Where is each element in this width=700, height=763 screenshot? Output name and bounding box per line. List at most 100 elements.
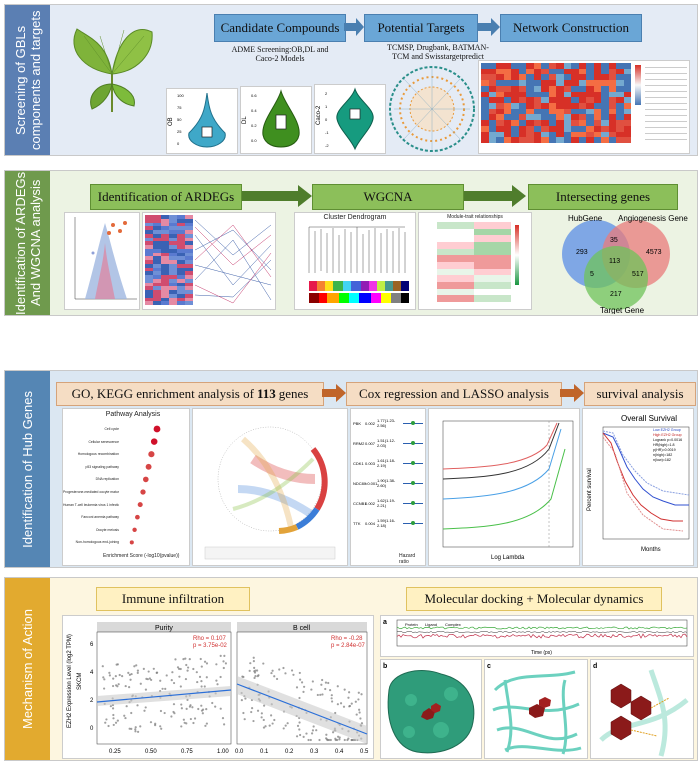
pathway-label: p53 signaling pathway (85, 464, 119, 469)
step-survival: survival analysis (584, 382, 696, 406)
heatmap-cell (541, 80, 549, 86)
scatter-point (312, 725, 315, 728)
heatmap-cell (533, 120, 541, 126)
step-candidate-compounds: Candidate Compounds (214, 14, 346, 42)
heatmap-cell (608, 80, 616, 86)
docking-detail: d (590, 659, 694, 759)
heatmap-cell (511, 108, 519, 115)
heatmap-cell (556, 80, 564, 86)
section-hub-genes: Identification of Hub Genes GO, KEGG enr… (4, 370, 698, 568)
heatmap-cell (185, 215, 193, 219)
scatter-point (178, 675, 181, 678)
scatter-point (200, 665, 203, 668)
heatmap-cell (511, 120, 519, 126)
heatmap-cell (526, 68, 534, 75)
scatter-point (302, 735, 305, 738)
scatter-point (144, 688, 148, 691)
heatmap-cell (503, 120, 511, 126)
scatter-point (180, 725, 183, 728)
scatter-point (357, 698, 360, 701)
heatmap-cell (563, 114, 571, 121)
heatmap-cell (578, 85, 586, 92)
scatter-point (263, 704, 266, 707)
scatter-point (185, 707, 188, 710)
svg-text:50: 50 (177, 117, 182, 122)
pathway-label: Cell cycle (104, 427, 119, 431)
heatmap-cell (161, 245, 169, 249)
scatter-point (139, 682, 142, 685)
scatter-point (170, 715, 173, 718)
scatter-point (201, 712, 204, 715)
heatmap-cell (161, 297, 169, 302)
deg-heatmap (142, 212, 276, 310)
heatmap-cell (578, 114, 586, 121)
scatter-point (204, 724, 207, 727)
section-ardegs-label-bar: Identification of ARDEGs And WGCNA analy… (5, 171, 50, 315)
heatmap-cell (153, 218, 161, 223)
heatmap-cell (518, 63, 526, 69)
heatmap-cell (518, 80, 526, 86)
purity-rho: Rho = 0.107 (193, 636, 227, 642)
heatmap-cell (548, 80, 556, 86)
scatter-point (244, 697, 247, 700)
purity-xtick: 0.75 (181, 749, 193, 755)
heatmap-cell (169, 215, 177, 219)
heatmap-cell (503, 63, 511, 69)
heatmap-cell (563, 97, 571, 103)
purity-xtick: 1.00 (217, 749, 229, 755)
heatmap-cell (586, 74, 594, 81)
pathway-dot (137, 502, 143, 508)
heatmap-cell (601, 120, 609, 126)
bcell-rho: Rho = -0.28 (331, 636, 363, 642)
heatmap-cell (526, 114, 534, 121)
heatmap-cell (169, 218, 177, 223)
heatmap-cell (518, 85, 526, 92)
svg-text:0.2: 0.2 (251, 123, 257, 128)
svg-text:100: 100 (177, 93, 184, 98)
scatter-point (264, 725, 267, 728)
scatter-point (311, 729, 315, 732)
scatter-point (109, 705, 112, 708)
panel-c-letter: c (487, 663, 491, 670)
heatmap-cell (556, 63, 564, 69)
scatter-point (292, 673, 295, 676)
heatmap-cell (571, 114, 579, 121)
heatmap-cell (169, 230, 177, 234)
scatter-point (302, 690, 305, 693)
heatmap-cell (185, 260, 193, 264)
pathway-dot (135, 514, 140, 520)
section-ardegs-label: Identification of ARDEGs And WGCNA analy… (12, 171, 43, 315)
scatter-point (136, 704, 139, 707)
scatter-point (196, 680, 199, 684)
heatmap-cell (518, 125, 526, 132)
heatmap-cell (437, 295, 474, 302)
survival-legend-item: Low EZH2 Group (653, 428, 681, 432)
heatmap-cell (145, 256, 153, 260)
heatmap-cell (571, 97, 579, 103)
cox-gene: TTK (353, 520, 361, 526)
heatmap-cell (608, 85, 616, 92)
scatter-point (325, 737, 328, 740)
scatter-point (182, 657, 185, 661)
scatter-point (192, 721, 195, 725)
heatmap-cell (503, 108, 511, 115)
docking-surface: b (380, 659, 482, 759)
heatmap-cell (616, 120, 624, 126)
heatmap-cell (601, 68, 609, 75)
scatter-point (284, 672, 287, 675)
heatmap-cell (496, 137, 504, 143)
heatmap-cell (153, 297, 161, 302)
heatmap-cell (437, 255, 474, 262)
pathway-dot (143, 476, 149, 483)
heatmap-cell (511, 114, 519, 121)
heatmap-cell (563, 68, 571, 75)
scatter-point (137, 730, 140, 733)
scatter-point (160, 727, 163, 730)
heatmap-cell (161, 286, 169, 290)
heatmap-cell (548, 91, 556, 98)
heatmap-cell (145, 293, 153, 298)
heatmap-cell (578, 68, 586, 75)
heatmap-cell (177, 252, 185, 257)
ginkgo-leaf-image (62, 14, 162, 118)
scatter-point (347, 737, 350, 740)
